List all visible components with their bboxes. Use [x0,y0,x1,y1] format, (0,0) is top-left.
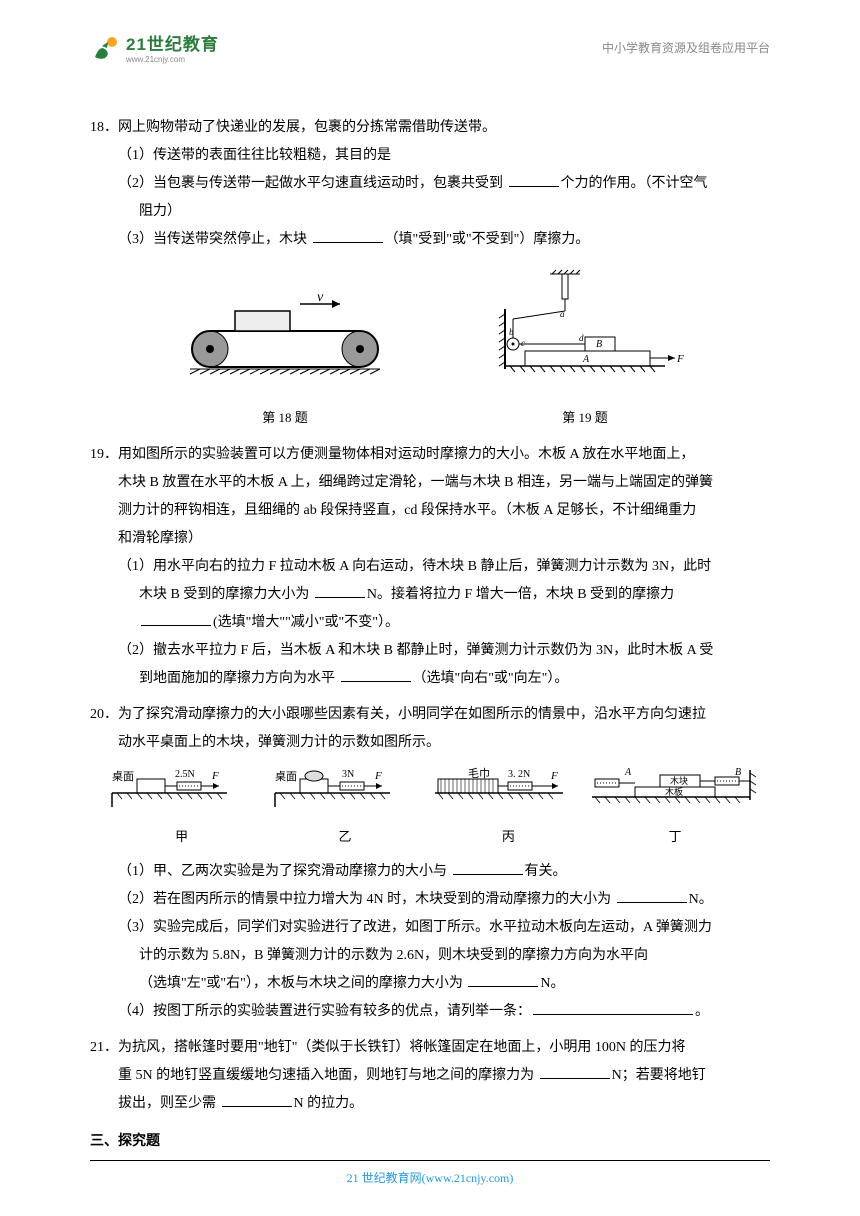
q18-sub3: （3）当传送带突然停止，木块 （填"受到"或"不受到"）摩擦力。 [104,226,770,254]
exp-c: 毛巾 3. 2N F 丙 [427,765,590,850]
footer-text: 21 世纪教育网(www.21cnjy.com) [347,1171,514,1185]
logo-icon [90,32,120,62]
svg-text:B: B [735,767,741,778]
blank [509,173,559,187]
question-20: 20．为了探究滑动摩擦力的大小跟哪些因素有关，小明同学在如图所示的情景中，沿水平… [90,701,770,1026]
figure-18-caption: 第 18 题 [175,405,395,431]
question-19: 19．用如图所示的实验装置可以方便测量物体相对运动时摩擦力的大小。木板 A 放在… [90,441,770,693]
blank [533,1001,693,1015]
footer-divider [90,1160,770,1161]
exp-b: 桌面 3N F 乙 [263,765,426,850]
svg-text:F: F [374,770,382,782]
q18-sub2: （2）当包裹与传送带一起做水平匀速直线运动时，包裹共受到 个力的作用。（不计空气 [104,170,770,198]
blank [540,1065,610,1079]
q20-sub4: （4）按图丁所示的实验装置进行实验有较多的优点，请列举一条：。 [104,998,770,1026]
svg-text:d: d [579,333,584,343]
svg-text:桌面: 桌面 [275,770,297,783]
q19-sub2: （2）撤去水平拉力 F 后，当木板 A 和木块 B 都静止时，弹簧测力计示数仍为… [104,637,770,665]
figure-19-caption: 第 19 题 [485,405,685,431]
header-right-text: 中小学教育资源及组卷应用平台 [602,39,770,56]
exp-a: 桌面 2.5N F 甲 [100,765,263,850]
pulley-diagram: b a c B d A F [485,269,685,389]
experiment-figures: 桌面 2.5N F 甲 桌面 3N [90,765,770,850]
figure-19: b a c B d A F 第 19 题 [485,269,685,431]
logo: 21世纪教育 www.21cnjy.com [90,30,219,64]
q18-sub2-cont: 阻力） [90,198,770,226]
svg-text:A: A [624,767,632,778]
q20-sub2: （2）若在图丙所示的情景中拉力增大为 4N 时，木块受到的滑动摩擦力的大小为 N… [104,886,770,914]
svg-text:a: a [560,309,565,319]
page-header: 21世纪教育 www.21cnjy.com 中小学教育资源及组卷应用平台 [0,0,860,74]
svg-text:v: v [317,290,324,305]
logo-main-text: 21世纪教育 [126,30,219,55]
exp-d: A B 木板 木块 [590,765,760,850]
question-18: 18．网上购物带动了快递业的发展，包裹的分拣常需借助传送带。 （1）传送带的表面… [90,114,770,254]
q18-number: 18． [90,120,118,135]
svg-text:木块: 木块 [670,775,688,786]
q21-number: 21． [90,1040,118,1055]
blank [313,229,383,243]
svg-text:B: B [596,339,602,350]
figures-18-19: v 第 18 题 b a c [90,269,770,431]
figure-18: v 第 18 题 [175,289,395,431]
logo-text: 21世纪教育 www.21cnjy.com [126,30,219,64]
svg-text:3. 2N: 3. 2N [508,769,530,780]
section-3-title: 三、探究题 [90,1128,770,1156]
blank [141,612,211,626]
blank [315,584,365,598]
main-content: 18．网上购物带动了快递业的发展，包裹的分拣常需借助传送带。 （1）传送带的表面… [0,74,860,1176]
blank [222,1093,292,1107]
blank [617,889,687,903]
logo-sub-text: www.21cnjy.com [126,55,219,64]
q20-number: 20． [90,707,118,722]
svg-text:毛巾: 毛巾 [468,766,490,780]
q20-sub1: （1）甲、乙两次实验是为了探究滑动摩擦力的大小与 有关。 [104,858,770,886]
svg-text:A: A [582,354,590,365]
blank [468,973,538,987]
svg-text:2.5N: 2.5N [175,769,195,780]
q20-sub3: （3）实验完成后，同学们对实验进行了改进，如图丁所示。水平拉动木板向左运动，A … [104,914,770,942]
blank [453,861,523,875]
q18-intro: 网上购物带动了快递业的发展，包裹的分拣常需借助传送带。 [118,120,496,135]
q18-sub1: （1）传送带的表面往往比较粗糙，其目的是 [104,142,770,170]
svg-text:c: c [521,338,525,348]
page-footer: 21 世纪教育网(www.21cnjy.com) [0,1160,860,1186]
svg-text:桌面: 桌面 [112,770,134,783]
q19-number: 19． [90,447,118,462]
question-21: 21．为抗风，搭帐篷时要用"地钉"（类似于长铁钉）将帐篷固定在地面上，小明用 1… [90,1034,770,1118]
svg-text:F: F [211,770,219,782]
conveyor-diagram: v [175,289,395,389]
blank [341,668,411,682]
svg-text:F: F [550,770,558,782]
q19-sub1: （1）用水平向右的拉力 F 拉动木板 A 向右运动，待木块 B 静止后，弹簧测力… [104,553,770,581]
svg-text:3N: 3N [342,769,354,780]
svg-text:F: F [676,353,684,365]
svg-text:木板: 木板 [665,786,683,797]
